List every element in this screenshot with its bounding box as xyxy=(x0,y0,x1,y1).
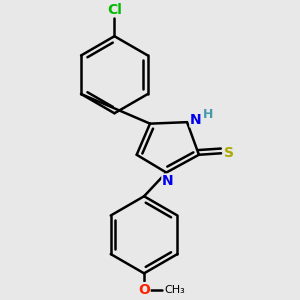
Text: N: N xyxy=(162,174,174,188)
Text: CH₃: CH₃ xyxy=(165,285,186,295)
Text: O: O xyxy=(138,283,150,297)
Text: N: N xyxy=(190,113,202,127)
Text: H: H xyxy=(202,108,213,121)
Text: S: S xyxy=(224,146,233,160)
Text: Cl: Cl xyxy=(107,3,122,17)
